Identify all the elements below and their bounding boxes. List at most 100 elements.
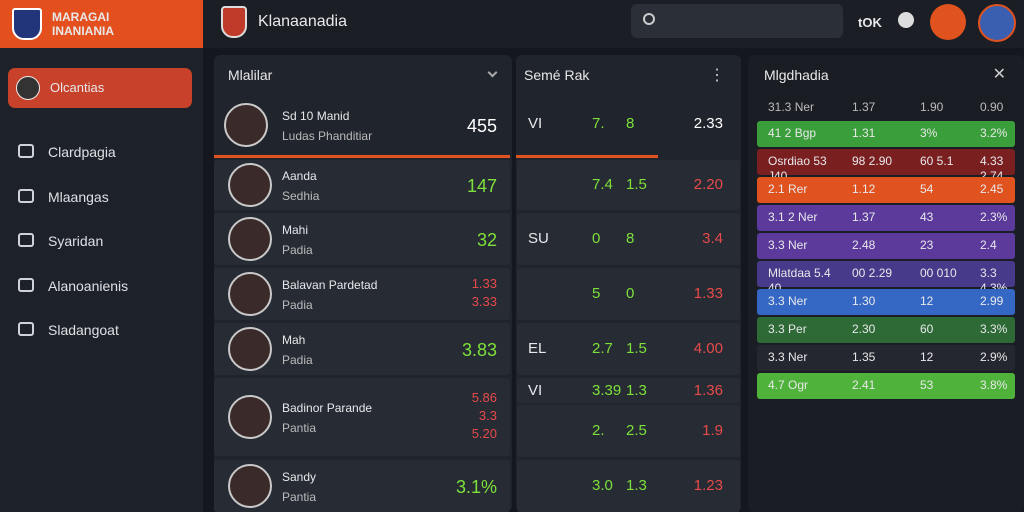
table-row[interactable] — [757, 289, 1015, 315]
player-value: 5.86 — [471, 390, 497, 405]
player-sub: Pantia — [282, 490, 317, 504]
search[interactable] — [631, 4, 843, 38]
table-cell: 2.3% — [980, 210, 1008, 224]
odds-a: 5 — [592, 285, 601, 302]
player-sub: Sedhia — [282, 189, 320, 203]
table-cell: 2.30 — [852, 322, 876, 336]
table-cell: 00 2.29 — [852, 266, 893, 280]
table-row[interactable] — [757, 345, 1015, 371]
help-icon[interactable] — [898, 12, 914, 28]
table-cell: 1.31 — [852, 126, 876, 140]
player-avatar — [228, 327, 272, 371]
nav-label: Olcantias — [50, 80, 105, 95]
nav-icon — [18, 322, 34, 336]
odds-b: 1.3 — [626, 477, 647, 494]
odds-b: 1.5 — [626, 340, 647, 357]
brand-line: MARAGAI — [52, 10, 110, 24]
table-cell: 98 2.90 — [852, 154, 893, 168]
odds-c: 3.4 — [702, 230, 723, 247]
odds-row[interactable] — [517, 378, 740, 403]
nav-icon — [18, 188, 34, 203]
table-cell: 23 — [920, 238, 934, 252]
nav-item[interactable]: Sladangoat — [48, 322, 119, 338]
player-value: 455 — [466, 116, 497, 136]
table-row[interactable] — [757, 177, 1015, 203]
close[interactable]: ✕ — [992, 66, 1006, 83]
table-row[interactable] — [757, 205, 1015, 231]
odds-c: 1.33 — [693, 285, 723, 302]
player-value: 32 — [476, 230, 497, 250]
odds-a: 7. — [592, 115, 605, 132]
odds-c: 2.20 — [693, 176, 723, 193]
table-header: 0.90 — [980, 100, 1004, 114]
player-avatar — [228, 395, 272, 439]
nav-item[interactable]: Mlaangas — [48, 188, 109, 205]
nav-icon — [18, 277, 34, 292]
nav-item[interactable]: Clardpagia — [48, 144, 116, 160]
table-cell: 54 — [920, 182, 934, 196]
collapse[interactable] — [487, 67, 498, 78]
table-row[interactable] — [757, 317, 1015, 343]
nav-item[interactable]: Syaridan — [48, 233, 104, 249]
table-row[interactable] — [757, 373, 1015, 399]
odds-row[interactable] — [517, 268, 740, 320]
player-sub: Pantia — [282, 421, 317, 435]
odds-row[interactable] — [517, 213, 740, 265]
table-cell: 3.3 Ner — [768, 238, 808, 252]
table-cell: 2.41 — [852, 378, 876, 392]
odds-c: 2.33 — [693, 115, 723, 132]
table-cell: 2.1 Rer — [768, 182, 808, 196]
odds-row[interactable] — [517, 95, 740, 153]
player-name: Aanda — [282, 169, 317, 183]
player-sub: Padia — [282, 243, 313, 257]
nav-active[interactable]: Olcantias — [8, 68, 192, 108]
odds-b: 2.5 — [626, 422, 647, 439]
logo — [12, 8, 42, 40]
nav-item[interactable]: Alanoanienis — [48, 277, 129, 294]
player-avatar — [228, 272, 272, 316]
player-name: Mahi — [282, 223, 309, 237]
player-value: 1.33 — [471, 276, 497, 291]
table-cell: 53 — [920, 378, 934, 392]
odds-b: 0 — [626, 285, 635, 302]
player-sub: Padia — [282, 353, 313, 367]
table-row[interactable] — [757, 121, 1015, 147]
odds-label: SU — [528, 230, 549, 247]
table-row[interactable] — [757, 261, 1015, 287]
odds-row[interactable] — [517, 323, 740, 375]
player-avatar — [228, 163, 272, 207]
panel-title: Mlalilar — [228, 67, 273, 83]
table-cell: 12 — [920, 294, 934, 308]
table-row[interactable] — [757, 149, 1015, 175]
highlight-bar — [214, 155, 510, 158]
player-avatar — [224, 103, 268, 147]
odds-a: 7.4 — [592, 176, 613, 193]
table-header: 1.90 — [920, 100, 944, 114]
nav-icon — [18, 144, 34, 158]
player-avatar — [228, 217, 272, 261]
table-cell: 60 — [920, 322, 934, 336]
brand-line: INANIANIA — [52, 24, 114, 38]
search-icon — [643, 13, 655, 25]
odds-b: 8 — [626, 115, 635, 132]
odds-row[interactable] — [517, 160, 740, 210]
odds-a: 2. — [592, 422, 605, 439]
table-header: 31.3 Ner — [768, 100, 815, 114]
odds-label: VI — [528, 115, 543, 132]
odds-row[interactable] — [517, 460, 740, 512]
odds-row[interactable] — [517, 405, 740, 457]
odds-a: 3.0 — [592, 477, 613, 494]
table-cell: 12 — [920, 350, 934, 364]
player-name: Badinor Parande — [282, 401, 373, 415]
user-avatar[interactable] — [930, 4, 966, 40]
menu-icon[interactable]: ⋮ — [709, 67, 725, 84]
table-row[interactable] — [757, 233, 1015, 259]
settings-avatar[interactable] — [978, 4, 1016, 42]
club-logo — [221, 6, 247, 38]
panel-title: Mlgdhadia — [764, 67, 829, 83]
header-badge[interactable]: tOK — [858, 15, 882, 30]
odds-c: 1.36 — [693, 381, 723, 399]
avatar — [16, 76, 40, 100]
table-cell: 1.37 — [852, 210, 876, 224]
player-name: Mah — [282, 333, 306, 347]
